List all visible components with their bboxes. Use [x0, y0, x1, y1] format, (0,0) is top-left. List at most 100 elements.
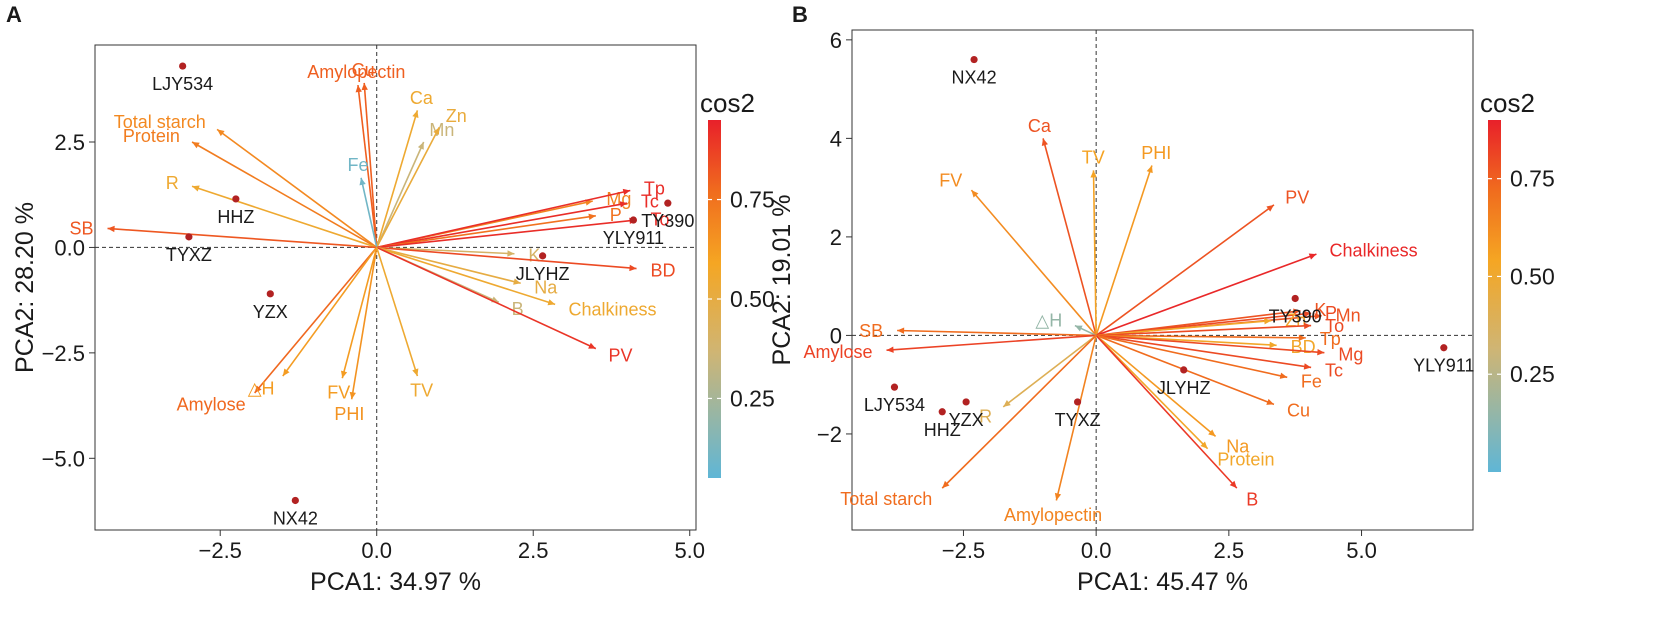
panel-a-y-tick-label: −2.5: [42, 341, 85, 366]
panel-b-arrowhead-tc: [1303, 363, 1312, 370]
panel-b-arrow-pv: [1095, 204, 1275, 337]
panel-a-variable-label-tv: TV: [410, 380, 433, 400]
panel-b-arrowhead-to: [1303, 322, 1312, 330]
panel-b-variable-label-fe: Fe: [1301, 371, 1322, 391]
panel-b-arrow-tv: [1092, 170, 1097, 336]
panel-a-x-tick-label: 5.0: [674, 538, 705, 563]
panel-a-arrow-fe: [360, 177, 378, 248]
panel-b-variable-label-chalkiness: Chalkiness: [1330, 240, 1418, 260]
panel-b-variable-label-mg: Mg: [1338, 345, 1363, 365]
panel-b-arrow-tc: [1096, 334, 1312, 369]
panel-a-sample-point-yly911: [629, 216, 637, 224]
panel-a-arrowhead-bd: [629, 264, 637, 272]
panel-a-colorbar-tick-label: 0.25: [730, 385, 775, 411]
panel-a: A −2.5 0.0 2.5 5.0 −5.0 −2.5 0.0 2.5 PCA1: 34.97…: [6, 2, 775, 596]
panel-b-variable-label-phi: PHI: [1141, 143, 1171, 163]
panel-b-arrowhead-delta-h: [1074, 325, 1083, 332]
panel-b-arrow-ca: [1042, 138, 1097, 336]
panel-b-variable-label-protein: Protein: [1217, 450, 1274, 470]
panel-b-arrow-protein: [1095, 334, 1209, 450]
panel-b-arrowhead-fv: [971, 190, 979, 198]
panel-a-variable-label-tc: Tc: [641, 192, 659, 212]
panel-a-colorbar: cos2 0.25 0.50 0.75: [700, 88, 775, 478]
panel-a-arrowhead-k: [507, 250, 515, 257]
panel-b-arrowhead-sb: [897, 327, 905, 334]
panel-b-arrow-phi: [1095, 165, 1153, 336]
panel-a-sample-point-jlyhz: [539, 252, 547, 260]
panel-a-variable-label-delta-h: △H: [248, 378, 275, 398]
panel-a-x-tick-label: 0.0: [361, 538, 392, 563]
panel-b-variable-label-tv: TV: [1082, 147, 1105, 167]
panel-a-arrowhead-na: [513, 278, 521, 285]
panel-a-variable-label-k: K: [528, 245, 540, 265]
panel-a-colorbar-ticks: 0.25 0.50 0.75: [708, 187, 775, 411]
panel-b-arrowhead-bd: [1269, 341, 1277, 349]
panel-a-sample-label-yzx: YZX: [253, 302, 288, 322]
panel-a-sample-point-nx42: [291, 496, 299, 505]
panel-b-arrowhead-total-starch: [942, 480, 950, 489]
panel-a-arrow-delta-h: [282, 246, 378, 377]
panel-b-sample-label-hhz: HHZ: [924, 420, 961, 440]
panel-a-arrowhead-r: [192, 185, 200, 192]
panel-b-colorbar-ticks: 0.25 0.50 0.75: [1488, 166, 1555, 387]
panel-b-letter: B: [792, 2, 808, 27]
panel-b-arrow-sb: [897, 329, 1097, 337]
panel-b-sample-point-ty390: [1291, 294, 1299, 303]
panel-b-y-tick-label: 2: [830, 225, 842, 250]
panel-b-arrowhead-ca: [1041, 138, 1048, 146]
panel-b-sample-point-tyxz: [1073, 398, 1082, 406]
panel-a-arrow-pv: [376, 246, 597, 350]
panel-b-arrow-zn: [1096, 319, 1272, 337]
panel-a-arrow-fv: [341, 247, 378, 379]
panel-b-x-tick-label: 5.0: [1346, 538, 1377, 563]
panel-b-arrow-to: [1096, 324, 1312, 337]
panel-a-x-tick-label: 2.5: [518, 538, 549, 563]
panel-a-arrowhead-tc: [619, 201, 628, 208]
panel-a-arrow-phi: [350, 247, 378, 400]
panel-a-sample-label-jlyhz: JLYHZ: [516, 264, 570, 284]
panel-a-variable-label-sb: SB: [70, 218, 94, 238]
panel-a-arrow-zn: [376, 126, 441, 248]
panel-a-variable-label-na: Na: [534, 278, 558, 298]
panel-a-sample-label-ty390: TY390: [641, 211, 694, 231]
panel-a-arrowhead-amylopectin: [355, 85, 362, 93]
panel-a-variable-label-total-starch: Total starch: [114, 112, 206, 132]
panel-a-variable-label-pv: PV: [609, 346, 633, 366]
panel-a-colorbar-tick-label: 0.75: [730, 187, 775, 213]
panel-b-variable-label-bd: BD: [1291, 337, 1316, 357]
panel-a-arrow-amylopectin: [357, 84, 378, 248]
panel-b-arrow-chalkiness: [1095, 253, 1317, 337]
panel-b-arrowhead-r: [1003, 400, 1011, 407]
panel-b-arrowhead-tp: [1298, 334, 1306, 341]
panel-a-variable-label-b: B: [512, 299, 524, 319]
panel-b-arrow-tp: [1096, 334, 1306, 339]
panel-a-y-tick-label: 2.5: [54, 130, 85, 155]
panel-a-variable-label-amylose: Amylose: [177, 395, 246, 415]
panel-a-arrow-r: [191, 185, 377, 249]
panel-a-variable-label-chalkiness: Chalkiness: [568, 300, 656, 320]
panel-a-arrowhead-cu: [361, 82, 368, 91]
panel-a-colorbar-tick-label: 0.50: [730, 286, 775, 312]
panel-b-variable-label-r: R: [979, 406, 992, 426]
panel-b-sample-label-yzx: YZX: [949, 410, 984, 430]
panel-b-variable-label-total-starch: Total starch: [840, 489, 932, 509]
panel-a-arrowhead-sb: [107, 225, 115, 233]
panel-b-colorbar-title: cos2: [1480, 88, 1535, 118]
panel-a-plot: −2.5 0.0 2.5 5.0 −5.0 −2.5 0.0 2.5 PCA1: 34.97 %…: [11, 45, 705, 596]
panel-a-arrowhead-ca: [412, 110, 419, 118]
panel-b-arrowhead-chalkiness: [1308, 253, 1317, 260]
panel-a-arrowhead-mn: [417, 142, 424, 150]
panel-b-arrowhead-amylose: [886, 346, 894, 353]
panel-a-arrow-bd: [376, 246, 637, 270]
panel-a-arrowhead-amylose: [254, 385, 262, 393]
panel-b-variable-label-na: Na: [1226, 436, 1250, 456]
panel-a-sample-point-hhz: [232, 195, 240, 203]
panel-a-arrow-to: [376, 219, 637, 249]
panel-a-variable-label-protein: Protein: [123, 126, 180, 146]
panel-a-variable-label-bd: BD: [650, 261, 675, 281]
panel-b-y-axis-title: PCA2: 19.01 %: [768, 195, 796, 366]
panel-b-sample-label-nx42: NX42: [952, 68, 997, 88]
panel-a-sample-point-tyxz: [185, 233, 193, 241]
panel-b-x-tick-label: 2.5: [1214, 538, 1245, 563]
panel-b-colorbar-tick-label: 0.75: [1510, 166, 1555, 192]
